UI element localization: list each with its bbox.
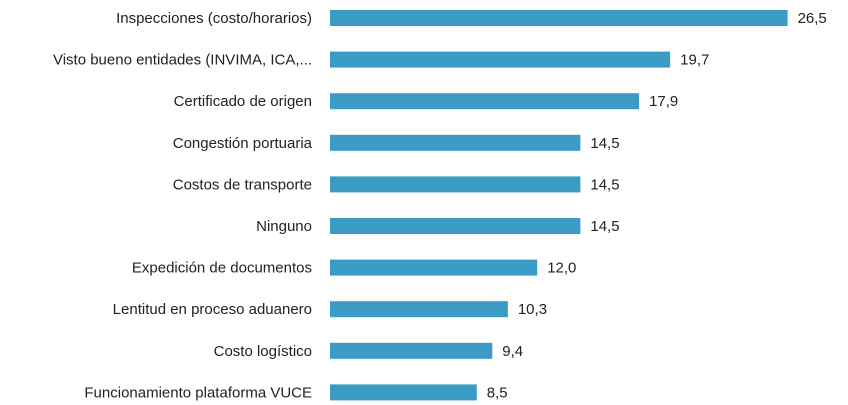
category-label: Visto bueno entidades (INVIMA, ICA,... — [53, 52, 312, 69]
category-label: Lentitud en proceso aduanero — [113, 301, 312, 318]
bar — [330, 342, 493, 359]
bar — [330, 301, 508, 318]
bar — [330, 93, 640, 110]
category-label: Costo logístico — [214, 343, 312, 360]
value-label: 19,7 — [680, 52, 709, 69]
category-label: Funcionamiento plataforma VUCE — [84, 384, 312, 401]
category-label: Expedición de documentos — [132, 260, 312, 277]
value-label: 17,9 — [649, 93, 678, 110]
bar — [330, 218, 581, 234]
value-label: 14,5 — [590, 135, 619, 152]
category-label: Costos de transporte — [173, 176, 312, 193]
bar — [330, 176, 581, 193]
value-label: 14,5 — [590, 176, 619, 193]
category-label: Inspecciones (costo/horarios) — [116, 10, 312, 27]
bar — [330, 51, 671, 68]
value-label: 9,4 — [502, 343, 523, 360]
value-label: 26,5 — [798, 10, 827, 27]
bar — [330, 259, 538, 276]
value-label: 12,0 — [547, 260, 576, 277]
bar — [330, 384, 477, 401]
category-label: Certificado de origen — [174, 93, 312, 110]
bar — [330, 10, 788, 26]
value-label: 10,3 — [518, 301, 547, 318]
bar — [330, 134, 581, 151]
category-label: Ninguno — [256, 218, 312, 235]
category-label: Congestión portuaria — [173, 135, 313, 152]
value-label: 14,5 — [590, 218, 619, 235]
value-label: 8,5 — [487, 384, 508, 401]
